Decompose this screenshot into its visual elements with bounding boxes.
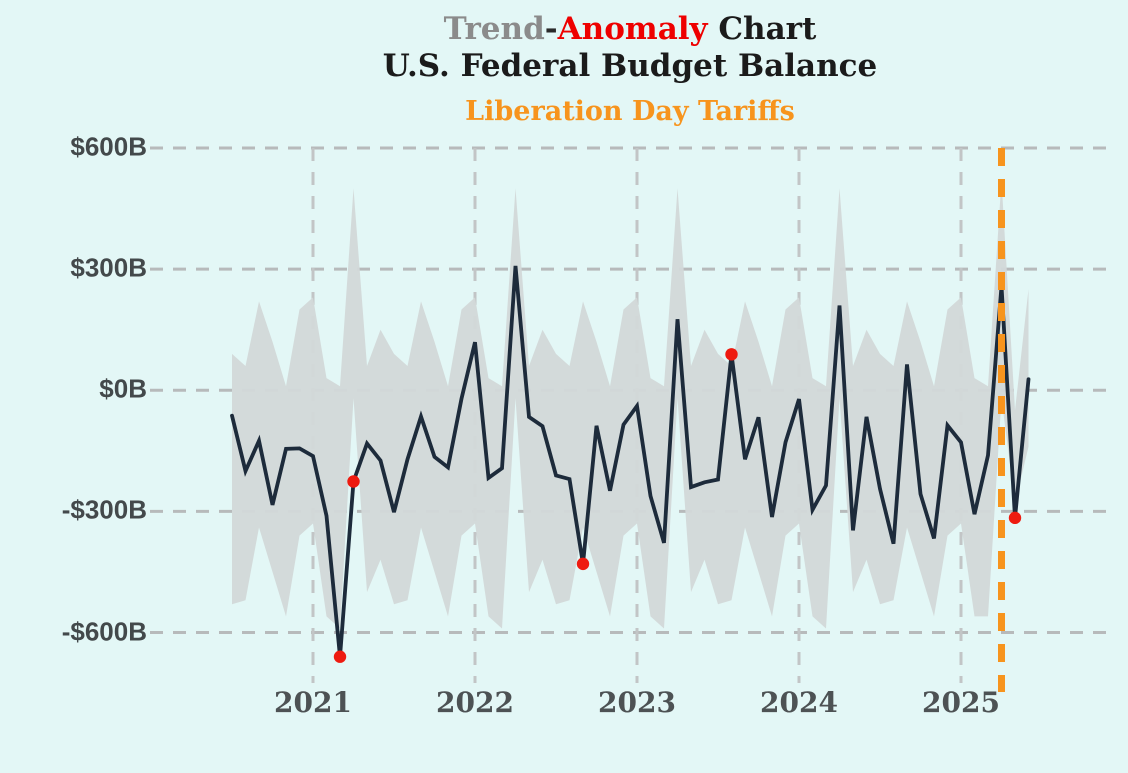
x-axis-tick-label: 2021 <box>274 686 352 719</box>
anomaly-dot <box>576 557 590 571</box>
y-axis-tick-label: -$600B <box>61 615 147 646</box>
y-axis-tick-label: -$300B <box>61 494 147 525</box>
x-axis-tick-label: 2023 <box>598 686 676 719</box>
title-word-trend: Trend <box>443 11 545 47</box>
anomaly-dot <box>1008 511 1022 525</box>
chart-title: Trend-Anomaly Chart <box>150 11 1110 47</box>
x-axis-tick-label: 2024 <box>760 686 838 719</box>
trend-confidence-band <box>232 180 1029 629</box>
title-word-chart: Chart <box>707 11 817 47</box>
chart-title-line2: U.S. Federal Budget Balance <box>382 48 878 84</box>
anomaly-dot <box>347 475 360 488</box>
y-axis-tick-label: $0B <box>99 373 147 404</box>
y-axis-tick-label: $600B <box>70 131 147 162</box>
x-axis-tick-label: 2025 <box>922 686 1000 719</box>
budget-balance-line <box>230 265 1031 657</box>
title-dash: - <box>544 11 558 47</box>
anomaly-dot <box>333 650 347 663</box>
chart-subtitle: Liberation Day Tariffs <box>465 96 795 127</box>
x-axis-tick-label: 2022 <box>436 686 514 719</box>
anomaly-dot <box>725 348 738 361</box>
y-axis-tick-label: $300B <box>70 252 147 283</box>
title-word-anomaly: Anomaly <box>557 11 708 47</box>
